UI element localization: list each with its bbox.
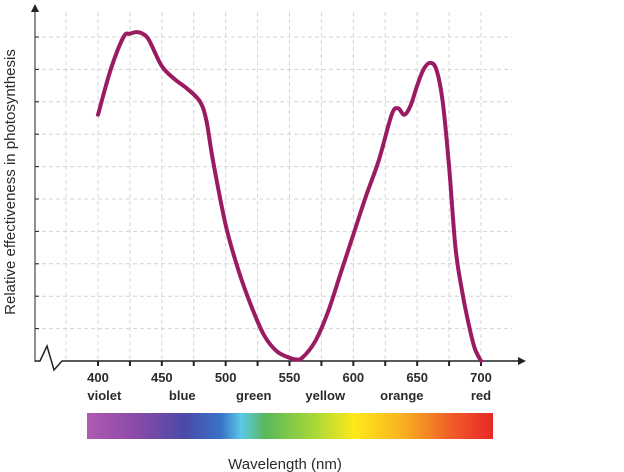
color-label: red: [471, 388, 491, 403]
color-spectrum-bar: [87, 413, 493, 439]
x-tick-label: 500: [215, 370, 237, 385]
axes: [31, 4, 526, 372]
y-axis-arrow: [31, 4, 39, 12]
x-axis-arrow: [518, 357, 526, 365]
x-tick-label: 700: [470, 370, 492, 385]
x-axis-line: [35, 343, 518, 372]
series-layer: [96, 30, 483, 363]
color-label: yellow: [305, 388, 346, 403]
x-tick-label: 550: [279, 370, 301, 385]
color-label: blue: [169, 388, 196, 403]
labels-layer: 400 450 500 550 600 650 700 violet blue green yell…: [87, 370, 492, 403]
x-tick-label: 600: [342, 370, 364, 385]
x-tick-label: 650: [406, 370, 428, 385]
y-axis-title: Relative effectiveness in photosynthesis: [2, 49, 19, 315]
x-tick-label: 450: [151, 370, 173, 385]
x-axis-title: Wavelength (nm): [228, 456, 342, 472]
color-label: green: [236, 388, 271, 403]
series-line: [96, 30, 483, 363]
color-label: orange: [380, 388, 423, 403]
grid: [35, 12, 512, 361]
color-label: violet: [87, 388, 122, 403]
x-tick-label: 400: [87, 370, 109, 385]
